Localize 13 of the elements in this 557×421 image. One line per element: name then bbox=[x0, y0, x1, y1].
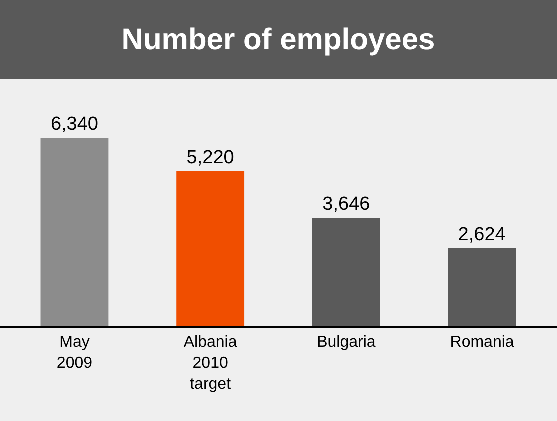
bar bbox=[176, 171, 245, 326]
chart-title: Number of employees bbox=[122, 24, 436, 56]
bar bbox=[312, 218, 380, 326]
x-tick-label: Romania bbox=[450, 334, 514, 352]
bar bbox=[448, 248, 516, 326]
data-label: 2,624 bbox=[458, 224, 506, 246]
data-label: 3,646 bbox=[322, 194, 370, 215]
data-label: 6,340 bbox=[50, 114, 98, 136]
x-tick-label: May 2009 bbox=[56, 334, 93, 372]
data-label: 5,220 bbox=[186, 147, 234, 168]
x-tick-label: Bulgaria bbox=[317, 334, 376, 352]
bar bbox=[40, 138, 109, 326]
x-tick-label: Albania 2010 target bbox=[184, 334, 238, 393]
